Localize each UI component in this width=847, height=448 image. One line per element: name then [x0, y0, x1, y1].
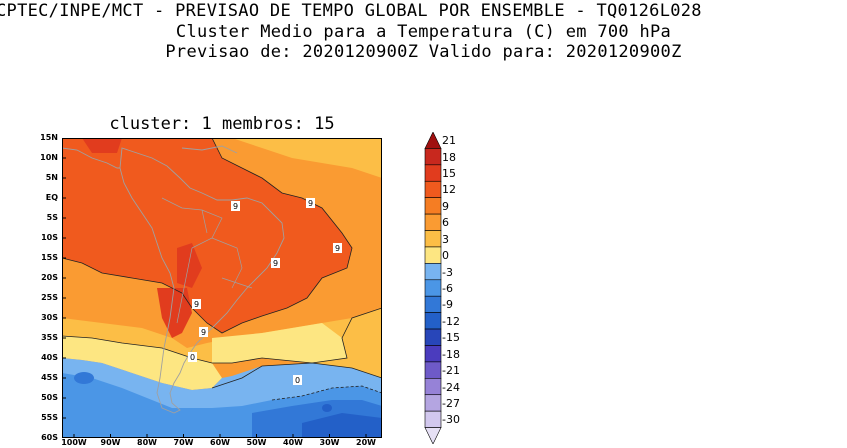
colorbar-label: -30 [442, 413, 460, 427]
coastline-central-america [62, 147, 120, 169]
country-borders [161, 197, 253, 324]
latitude-label: 25S [41, 293, 58, 302]
colorbar-swatch [424, 361, 442, 379]
header-title-line2: Cluster Medio para a Temperatura (C) em … [175, 22, 672, 42]
longitude-label: 30W [319, 438, 340, 447]
field-9-12 [62, 138, 352, 333]
field-0-3-east [212, 323, 347, 363]
colorbar-label: -24 [442, 380, 460, 394]
colorbar-top-arrow [424, 132, 442, 149]
colorbar-bottom-arrow [424, 427, 442, 444]
latitude-label: 30S [41, 313, 58, 322]
colorbar-swatch [424, 295, 442, 313]
coastline [119, 147, 285, 414]
header-title-line3: Previsao de: 2020120900Z Valido para: 20… [165, 42, 682, 62]
colorbar-swatch [424, 328, 442, 346]
field-cold-pocket-b [322, 404, 332, 412]
colorbar-label: 9 [442, 199, 449, 213]
colorbar-swatch [424, 378, 442, 396]
colorbar-swatch [424, 164, 442, 182]
colorbar-swatch [424, 230, 442, 248]
latitude-label: 55S [41, 413, 58, 422]
field-12-15-b [157, 288, 192, 338]
field-12-15-a [177, 243, 202, 288]
colorbar [424, 132, 442, 444]
colorbar-label: -27 [442, 396, 460, 410]
header-title-line1: CPTEC/INPE/MCT - PREVISAO DE TEMPO GLOBA… [0, 1, 702, 21]
latitude-label: 60S [41, 433, 58, 442]
latitude-label: 45S [41, 373, 58, 382]
colorbar-swatch [424, 410, 442, 428]
colorbar-label: 18 [442, 150, 456, 164]
colorbar-swatch [424, 279, 442, 297]
field-3-6-north [232, 138, 382, 178]
colorbar-swatch [424, 394, 442, 412]
latitude-label: 40S [41, 353, 58, 362]
latitude-label: 5N [45, 173, 58, 182]
longitude-label: 60W [210, 438, 230, 447]
colorbar-label: 15 [442, 167, 456, 181]
field-0-3 [62, 336, 222, 390]
contour-label: 9 [194, 300, 199, 309]
colorbar-swatch [424, 197, 442, 215]
colorbar-swatch [424, 148, 442, 166]
colorbar-swatch [424, 180, 442, 198]
colorbar-swatch [424, 345, 442, 363]
colorbar-label: -21 [442, 364, 460, 378]
colorbar-label: -9 [442, 298, 453, 312]
colorbar-swatch [424, 213, 442, 231]
colorbar-label: -6 [442, 282, 453, 295]
latitude-label: EQ [45, 193, 58, 202]
field-12-15-c [82, 138, 122, 153]
colorbar-label: 6 [442, 216, 449, 230]
colorbar-label: 12 [442, 183, 456, 197]
colorbar-label: -12 [442, 314, 460, 328]
colorbar-swatch [424, 246, 442, 264]
contour-label: 9 [233, 202, 238, 211]
coastline-caribbean [181, 145, 238, 154]
latitude-label: 20S [41, 273, 58, 282]
map-frame [62, 138, 382, 438]
latitude-label: 15N [40, 133, 58, 142]
contour-label: 9 [308, 199, 313, 208]
colorbar-label: 21 [442, 134, 456, 148]
longitude-label: 40W [283, 438, 303, 447]
latitude-label: 10N [40, 153, 58, 162]
longitude-label: 80W [137, 438, 157, 447]
colorbar-label: -15 [442, 331, 460, 345]
contour-label: 9 [273, 259, 278, 268]
longitude-label: 90W [100, 438, 121, 447]
latitude-label: 35S [41, 333, 58, 342]
field-minus12-minus9 [302, 413, 382, 438]
contour-label: 9 [201, 328, 206, 337]
colorbar-label: -18 [442, 347, 460, 361]
latitude-label: 50S [41, 393, 58, 402]
contour-line [62, 307, 382, 364]
longitude-label: 20W [356, 438, 376, 447]
colorbar-swatch [424, 263, 442, 281]
colorbar-label: 0 [442, 249, 449, 263]
colorbar-label: -3 [442, 265, 453, 279]
contour-label: 0 [190, 353, 195, 362]
contour-line [62, 138, 353, 334]
contour-line [271, 385, 382, 401]
panel-title: cluster: 1 membros: 15 [109, 114, 335, 134]
longitude-label: 100W [61, 438, 87, 447]
temperature-map: 9 9 9 9 9 9 9 0 0 [62, 138, 382, 438]
latitude-label: 5S [46, 213, 58, 222]
contour-line [211, 362, 382, 389]
contour-label: 9 [335, 244, 340, 253]
contour-label-group: 9 9 9 9 9 9 9 0 0 [188, 198, 342, 385]
field-cold-pocket-a [74, 372, 94, 384]
colorbar-swatch [424, 312, 442, 330]
longitude-label: 70W [173, 438, 194, 447]
colorbar-label: 3 [442, 232, 449, 246]
contour-label: 0 [295, 376, 300, 385]
latitude-label: 15S [41, 253, 58, 262]
longitude-label: 50W [246, 438, 267, 447]
latitude-label: 10S [41, 233, 58, 242]
